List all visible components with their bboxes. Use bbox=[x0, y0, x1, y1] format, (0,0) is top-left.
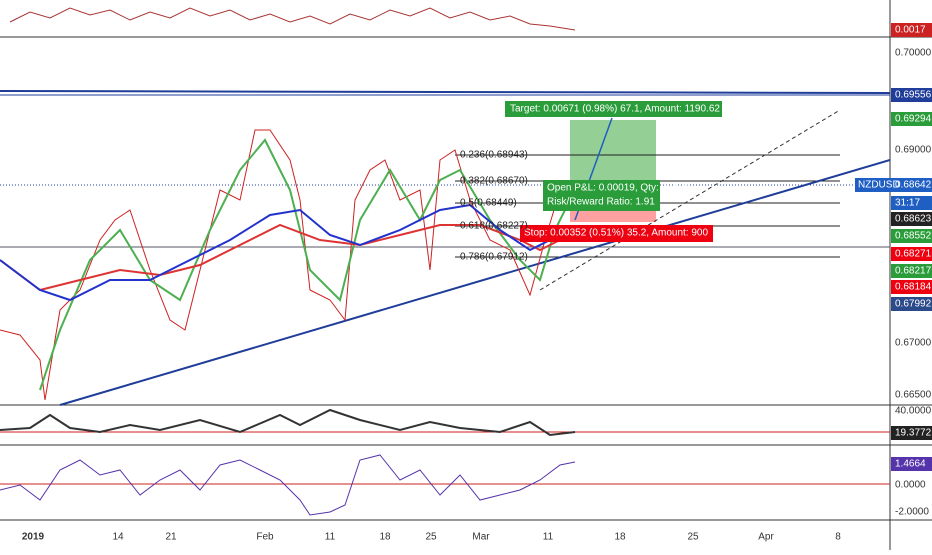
osc1 bbox=[0, 408, 576, 437]
value-label: 0.67992 bbox=[895, 299, 932, 310]
pnl-text: Open P&L: 0.00019, Qty: 28409 bbox=[547, 183, 690, 194]
price-tick: 0.69000 bbox=[895, 145, 932, 156]
osc2 bbox=[0, 454, 576, 516]
date-label: Mar bbox=[472, 532, 490, 543]
top-indicator bbox=[9, 7, 576, 31]
date-label: 14 bbox=[112, 532, 124, 543]
price-tick: 0.67000 bbox=[895, 338, 932, 349]
ma-fast bbox=[39, 138, 576, 391]
value-label: 0.68642 bbox=[895, 180, 932, 191]
value-label: 0.68184 bbox=[895, 282, 932, 293]
target-text: Target: 0.00671 (0.98%) 67.1, Amount: 11… bbox=[510, 104, 720, 115]
date-label: 2019 bbox=[22, 532, 45, 543]
fib-label: 0.786(0.67912) bbox=[460, 252, 528, 263]
value-label: 0.68271 bbox=[895, 249, 932, 260]
fib-label: 0.5(0.68449) bbox=[460, 198, 517, 209]
value-label: 0.68217 bbox=[895, 266, 932, 277]
value-label: 0.68552 bbox=[895, 231, 932, 242]
fib-label: 0.618(0.68227) bbox=[460, 221, 528, 232]
target-zone bbox=[570, 120, 656, 181]
date-label: Apr bbox=[758, 532, 774, 543]
date-label: 25 bbox=[425, 532, 437, 543]
date-label: 25 bbox=[687, 532, 699, 543]
date-label: 21 bbox=[165, 532, 177, 543]
value-label: 19.3772 bbox=[895, 428, 932, 439]
ma-mid bbox=[0, 203, 561, 302]
stop-box bbox=[520, 225, 713, 242]
date-label: 8 bbox=[835, 532, 841, 543]
fib-label: 0.382(0.68670) bbox=[460, 176, 528, 187]
pnl-box bbox=[543, 180, 660, 211]
date-axis: 2019 14 21 Feb 11 18 25 Mar 11 18 25 Apr 8 bbox=[22, 532, 841, 543]
resistance-line bbox=[0, 90, 891, 94]
value-label: 0.68623 bbox=[895, 214, 932, 225]
date-label: 11 bbox=[325, 532, 336, 543]
fib-label: 0.236(0.68943) bbox=[460, 150, 528, 161]
trendline-dashed bbox=[539, 109, 841, 291]
value-label: 0.0017 bbox=[895, 25, 926, 36]
date-label: 11 bbox=[543, 532, 554, 543]
value-label: 0.69294 bbox=[895, 114, 932, 125]
price bbox=[0, 129, 571, 401]
osc-tick: 0.0000 bbox=[895, 480, 926, 491]
price-tick: 0.70000 bbox=[895, 48, 932, 59]
value-label: 1.4664 bbox=[895, 459, 926, 470]
trendline bbox=[59, 159, 891, 406]
stop-text: Stop: 0.00352 (0.51%) 35.2, Amount: 900 bbox=[524, 228, 708, 239]
fib-labels: 0.236(0.68943) 0.382(0.68670) 0.5(0.68449)… bbox=[460, 150, 528, 263]
ratio-text: Risk/Reward Ratio: 1.91 bbox=[547, 197, 655, 208]
ma-long bbox=[0, 223, 561, 292]
osc-tick: -2.0000 bbox=[895, 507, 929, 518]
osc-tick: 40.0000 bbox=[895, 406, 932, 417]
countdown: 31:17 bbox=[895, 198, 920, 209]
price-tick: 0.66500 bbox=[895, 390, 932, 401]
date-label: 18 bbox=[379, 532, 391, 543]
symbol-label: NZDUSD bbox=[858, 180, 900, 191]
date-label: 18 bbox=[614, 532, 626, 543]
target-box bbox=[505, 101, 722, 117]
date-label: Feb bbox=[256, 532, 274, 543]
value-label: 0.69556 bbox=[895, 90, 932, 101]
